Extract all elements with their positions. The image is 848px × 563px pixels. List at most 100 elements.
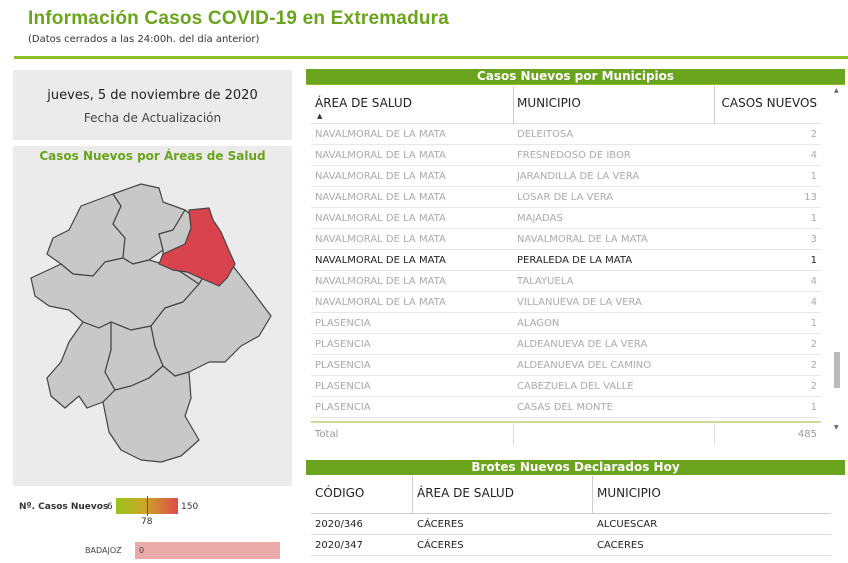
cell-municipio: TALAYUELA bbox=[517, 276, 574, 287]
cell-codigo: 2020/346 bbox=[315, 519, 363, 530]
cell-area: NAVALMORAL DE LA MATA bbox=[315, 213, 446, 224]
table-row[interactable]: NAVALMORAL DE LA MATA DELEITOSA 2 bbox=[311, 124, 821, 145]
region-map[interactable] bbox=[13, 146, 292, 486]
municipios-table: ÁREA DE SALUD ▲ MUNICIPIO CASOS NUEVOS N… bbox=[311, 86, 821, 445]
cell-casos: 1 bbox=[810, 171, 817, 182]
table-row[interactable]: NAVALMORAL DE LA MATA TALAYUELA 4 bbox=[311, 271, 821, 292]
col-divider bbox=[714, 86, 715, 124]
map-area-badajoz bbox=[46, 321, 116, 409]
cell-municipio: CABEZUELA DEL VALLE bbox=[517, 381, 634, 392]
map-title: Casos Nuevos por Áreas de Salud bbox=[39, 149, 266, 163]
table-row[interactable]: NAVALMORAL DE LA MATA JARANDILLA DE LA VE… bbox=[311, 166, 821, 187]
map-card: Casos Nuevos por Áreas de Salud bbox=[13, 146, 292, 486]
cell-municipio: ALAGON bbox=[517, 318, 560, 329]
sort-up-icon[interactable]: ▲ bbox=[317, 112, 323, 120]
col-divider bbox=[513, 423, 514, 445]
page-subtitle: (Datos cerrados a las 24:00h. del día an… bbox=[28, 34, 260, 45]
cell-casos: 1 bbox=[810, 213, 817, 224]
table-row[interactable]: PLASENCIA ALAGON 1 bbox=[311, 313, 821, 334]
col-area-header[interactable]: ÁREA DE SALUD bbox=[315, 96, 412, 110]
table-row[interactable]: 2020/346 CÁCERES ALCUESCAR bbox=[311, 514, 831, 535]
municipios-heading-rule bbox=[306, 84, 845, 85]
cell-municipio: NAVALMORAL DE LA MATA bbox=[517, 234, 648, 245]
cell-area: NAVALMORAL DE LA MATA bbox=[315, 276, 446, 287]
date-card: jueves, 5 de noviembre de 2020 Fecha de … bbox=[13, 70, 292, 140]
cell-area: NAVALMORAL DE LA MATA bbox=[315, 129, 446, 140]
municipios-heading: Casos Nuevos por Municipios bbox=[306, 69, 845, 84]
cell-casos: 2 bbox=[810, 381, 817, 392]
cell-area: NAVALMORAL DE LA MATA bbox=[315, 150, 446, 161]
cell-area: PLASENCIA bbox=[315, 402, 371, 413]
scroll-down-icon[interactable]: ▼ bbox=[834, 424, 839, 431]
col-divider bbox=[513, 86, 514, 124]
cell-area: PLASENCIA bbox=[315, 339, 371, 350]
col-municipio-header[interactable]: MUNICIPIO bbox=[517, 96, 581, 110]
cell-area: CÁCERES bbox=[417, 540, 464, 551]
legend-card: Nº. Casos Nuevos 6 150 78 BADAJOZ 0 bbox=[13, 490, 292, 563]
cell-municipio: LOSAR DE LA VERA bbox=[517, 192, 614, 203]
update-date: jueves, 5 de noviembre de 2020 bbox=[47, 88, 258, 103]
table-row[interactable]: PLASENCIA CASAS DEL MONTE 1 bbox=[311, 397, 821, 418]
table-row[interactable]: PLASENCIA ALDEANUEVA DEL CAMINO 2 bbox=[311, 355, 821, 376]
cell-municipio: DELEITOSA bbox=[517, 129, 574, 140]
cell-casos: 4 bbox=[810, 150, 817, 161]
total-label: Total bbox=[315, 429, 339, 440]
table-row[interactable]: NAVALMORAL DE LA MATA NAVALMORAL DE LA MA… bbox=[311, 229, 821, 250]
legend-label: Nº. Casos Nuevos bbox=[19, 502, 109, 512]
cell-area: NAVALMORAL DE LA MATA bbox=[315, 297, 446, 308]
table-row[interactable]: NAVALMORAL DE LA MATA VILLANUEVA DE LA VE… bbox=[311, 292, 821, 313]
badajoz-value: 0 bbox=[139, 546, 145, 555]
cell-area: NAVALMORAL DE LA MATA bbox=[315, 171, 446, 182]
legend-max: 150 bbox=[181, 502, 199, 512]
cell-area: PLASENCIA bbox=[315, 360, 371, 371]
cell-codigo: 2020/347 bbox=[315, 540, 363, 551]
total-row: Total 485 bbox=[311, 421, 821, 445]
cell-casos: 3 bbox=[810, 234, 817, 245]
scrollbar-thumb[interactable] bbox=[834, 352, 840, 388]
cell-area: PLASENCIA bbox=[315, 381, 371, 392]
cell-casos: 2 bbox=[810, 129, 817, 140]
header-divider bbox=[14, 56, 848, 59]
cell-municipio: ALDEANUEVA DE LA VERA bbox=[517, 339, 648, 350]
col-area-header[interactable]: ÁREA DE SALUD bbox=[417, 486, 514, 500]
cell-area: PLASENCIA bbox=[315, 318, 371, 329]
total-value: 485 bbox=[797, 429, 817, 440]
cell-municipio: MAJADAS bbox=[517, 213, 563, 224]
cell-area: NAVALMORAL DE LA MATA bbox=[315, 255, 446, 266]
legend-mid: 78 bbox=[141, 517, 153, 527]
col-codigo-header[interactable]: CÓDIGO bbox=[315, 486, 365, 500]
badajoz-bar[interactable] bbox=[135, 542, 280, 559]
cell-casos: 1 bbox=[810, 318, 817, 329]
brotes-table: CÓDIGO ÁREA DE SALUD MUNICIPIO 2020/346 C… bbox=[311, 476, 831, 556]
cell-casos: 4 bbox=[810, 297, 817, 308]
cell-municipio: ALDEANUEVA DEL CAMINO bbox=[517, 360, 652, 371]
col-municipio-header[interactable]: MUNICIPIO bbox=[597, 486, 661, 500]
table-row[interactable]: 2020/347 CÁCERES CACERES bbox=[311, 535, 831, 556]
table-row[interactable]: PLASENCIA ALDEANUEVA DE LA VERA 2 bbox=[311, 334, 821, 355]
col-divider bbox=[592, 476, 593, 514]
scroll-up-icon[interactable]: ▲ bbox=[834, 87, 839, 94]
table-row-selected[interactable]: NAVALMORAL DE LA MATA PERALEDA DE LA MATA… bbox=[311, 250, 821, 271]
table-row[interactable]: NAVALMORAL DE LA MATA LOSAR DE LA VERA 13 bbox=[311, 187, 821, 208]
cell-municipio: CASAS DEL MONTE bbox=[517, 402, 613, 413]
cell-municipio: PERALEDA DE LA MATA bbox=[517, 255, 633, 266]
cell-municipio: ALCUESCAR bbox=[597, 519, 658, 530]
cell-area: CÁCERES bbox=[417, 519, 464, 530]
cell-casos: 1 bbox=[810, 402, 817, 413]
cell-municipio: VILLANUEVA DE LA VERA bbox=[517, 297, 642, 308]
cell-casos: 2 bbox=[810, 360, 817, 371]
municipios-table-header: ÁREA DE SALUD ▲ MUNICIPIO CASOS NUEVOS bbox=[311, 86, 821, 124]
col-casos-header[interactable]: CASOS NUEVOS bbox=[721, 96, 817, 110]
cell-area: NAVALMORAL DE LA MATA bbox=[315, 192, 446, 203]
table-row[interactable]: NAVALMORAL DE LA MATA FRESNEDOSO DE IBOR 4 bbox=[311, 145, 821, 166]
table-row[interactable]: PLASENCIA CABEZUELA DEL VALLE 2 bbox=[311, 376, 821, 397]
map-area-navalmoral-highlight bbox=[158, 207, 236, 287]
brotes-table-header: CÓDIGO ÁREA DE SALUD MUNICIPIO bbox=[311, 476, 831, 514]
col-divider bbox=[412, 476, 413, 514]
cell-municipio: FRESNEDOSO DE IBOR bbox=[517, 150, 631, 161]
legend-min: 6 bbox=[107, 502, 113, 512]
cell-municipio: CACERES bbox=[597, 540, 644, 551]
table-row[interactable]: NAVALMORAL DE LA MATA MAJADAS 1 bbox=[311, 208, 821, 229]
legend-marker bbox=[147, 496, 148, 516]
page-title: Información Casos COVID-19 en Extremadur… bbox=[28, 8, 450, 29]
